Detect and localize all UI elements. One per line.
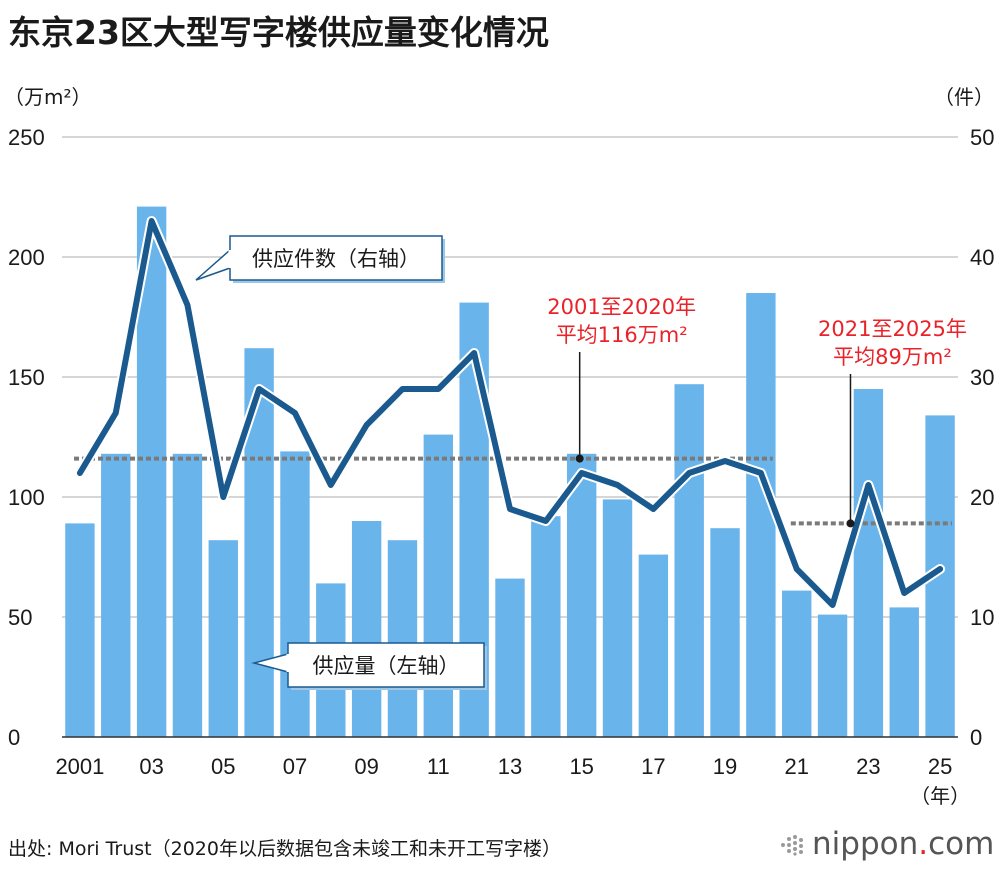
x-tick-label: 2001 (55, 754, 104, 779)
left-tick-label: 150 (8, 365, 45, 390)
x-tick-label: 11 (427, 754, 450, 779)
bar (208, 540, 238, 737)
line-callout-text: 供应件数（右轴） (252, 247, 420, 271)
bar (710, 528, 740, 737)
line-point (543, 518, 549, 524)
line-point (113, 410, 119, 416)
line-point (615, 482, 621, 488)
right-tick-label: 40 (970, 245, 994, 270)
bar (531, 516, 561, 737)
x-tick-label: 07 (283, 754, 307, 779)
bar (101, 453, 131, 737)
line-point (471, 350, 477, 356)
left-tick-label: 250 (8, 125, 45, 150)
bar (853, 389, 884, 737)
bar (387, 540, 418, 737)
left-tick-label: 50 (8, 605, 32, 630)
bar (638, 554, 669, 737)
bar (280, 451, 310, 737)
x-tick-label: 23 (856, 754, 880, 779)
average-marker (575, 454, 584, 463)
line-point (149, 218, 155, 224)
line-point (328, 482, 334, 488)
logo-dots-icon (781, 835, 803, 856)
logo-dot: . (918, 826, 929, 862)
bar (817, 614, 848, 737)
x-axis-unit: （年） (910, 784, 970, 808)
bar (351, 521, 382, 737)
line-callout-box (229, 235, 443, 281)
right-tick-label: 50 (970, 125, 994, 150)
x-tick-label: 19 (713, 754, 737, 779)
x-tick-label: 05 (211, 754, 235, 779)
line-point (758, 470, 764, 476)
bar (674, 384, 704, 737)
x-tick-label: 03 (139, 754, 163, 779)
left-axis-unit: （万m²） (4, 85, 92, 109)
bar (566, 453, 597, 737)
right-tick-label: 30 (970, 365, 994, 390)
average-label-line1: 2001至2020年 (547, 295, 696, 319)
bar (746, 293, 776, 737)
logo-name: nippon (812, 826, 919, 862)
bar (423, 434, 454, 737)
bar (172, 453, 203, 737)
nippon-logo[interactable]: nippon.com (780, 826, 994, 862)
x-tick-label: 21 (784, 754, 808, 779)
line-point (184, 302, 190, 308)
bar (65, 523, 95, 737)
average-label-line2: 平均116万m² (556, 323, 688, 347)
line-point (794, 566, 800, 572)
line-point (507, 506, 513, 512)
bar (782, 590, 812, 737)
x-tick-label: 15 (569, 754, 593, 779)
line-point (865, 482, 871, 488)
bar-series (65, 206, 955, 738)
average-lines (74, 456, 952, 526)
left-tick-label: 200 (8, 245, 45, 270)
x-tick-label: 25 (928, 754, 952, 779)
average-marker (846, 519, 855, 528)
line-point (901, 590, 907, 596)
line-point (435, 386, 441, 392)
left-tick-label: 100 (8, 485, 45, 510)
line-point (364, 422, 370, 428)
line-series (74, 216, 946, 610)
bar-callout-box (287, 642, 485, 688)
source-note: 出处: Mori Trust（2020年以后数据包含未竣工和未开工写字楼） (8, 838, 561, 860)
right-tick-label: 20 (970, 485, 994, 510)
line-point (256, 386, 262, 392)
line-point (220, 494, 226, 500)
line-point (579, 470, 585, 476)
bar (602, 499, 633, 737)
bar-callout-pointer (251, 653, 289, 673)
line-point (937, 566, 943, 572)
line-point (722, 458, 728, 464)
right-axis-unit: （件） (934, 85, 994, 109)
right-tick-label: 10 (970, 605, 994, 630)
line-point (650, 506, 656, 512)
bar (889, 607, 919, 737)
line-point (292, 410, 298, 416)
line-point (830, 602, 836, 608)
line-point (686, 470, 692, 476)
x-tick-label: 17 (641, 754, 665, 779)
bar-callout-text: 供应量（左轴） (313, 654, 460, 678)
line-callout-pointer (195, 249, 231, 281)
bar (495, 578, 525, 737)
left-tick-label: 0 (8, 725, 20, 750)
line-point (77, 470, 83, 476)
line-point (399, 386, 405, 392)
chart-title: 东京23区大型写字楼供应量变化情况 (8, 13, 549, 52)
x-tick-label: 09 (354, 754, 378, 779)
x-tick-label: 13 (498, 754, 522, 779)
average-label-line2: 平均89万m² (833, 345, 952, 369)
right-tick-label: 0 (970, 725, 982, 750)
logo-tld: com (928, 826, 995, 862)
average-label-line1: 2021至2025年 (818, 317, 967, 341)
